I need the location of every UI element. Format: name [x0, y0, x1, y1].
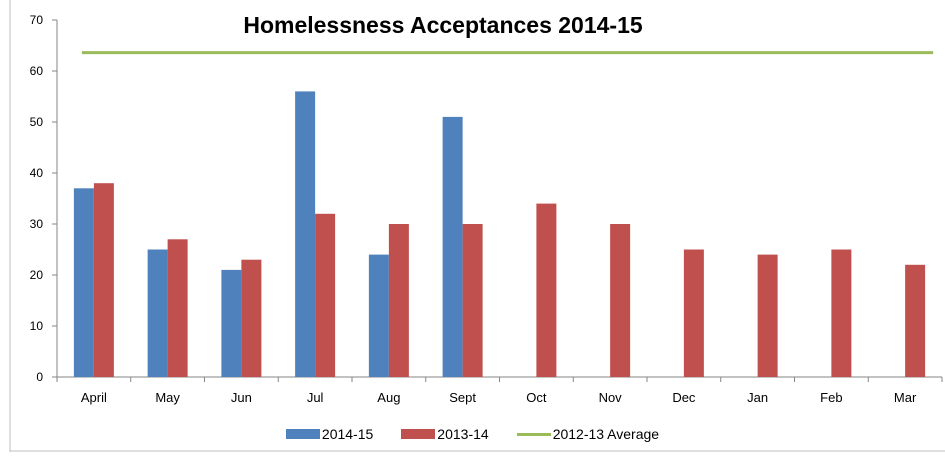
bar-2013-14-Jan	[757, 254, 778, 377]
bar-2013-14-Sept	[462, 224, 483, 377]
legend-item-series-1: 2014-15	[285, 426, 374, 442]
y-tick-label: 70	[30, 13, 44, 27]
bar-2014-15-April	[73, 188, 94, 377]
bar-2014-15-Aug	[368, 254, 389, 377]
x-tick-label: Jun	[231, 390, 252, 405]
legend-item-average: 2012-13 Average	[516, 426, 660, 442]
bar-2014-15-Jul	[295, 91, 316, 378]
legend-swatch-series-2	[401, 429, 436, 439]
x-tick-label: Jan	[747, 390, 768, 405]
chart-legend: 2014-15 2013-14 2012-13 Average	[0, 426, 945, 442]
x-tick-label: Nov	[599, 390, 623, 405]
x-tick-label: April	[81, 390, 107, 405]
legend-swatch-average	[516, 432, 551, 436]
legend-label-series-1: 2014-15	[321, 426, 374, 442]
y-tick-label: 50	[30, 115, 44, 129]
bar-2013-14-Jun	[241, 259, 262, 377]
x-tick-label: Sept	[449, 390, 476, 405]
legend-label-average: 2012-13 Average	[552, 426, 660, 442]
x-tick-label: Oct	[526, 390, 547, 405]
bar-2014-15-Sept	[442, 116, 463, 378]
y-tick-label: 0	[36, 370, 43, 384]
bar-2013-14-May	[167, 239, 188, 377]
y-tick-label: 60	[30, 64, 44, 78]
y-tick-label: 20	[30, 268, 44, 282]
x-tick-label: Aug	[377, 390, 400, 405]
bar-2013-14-Aug	[388, 224, 409, 377]
x-tick-label: May	[155, 390, 180, 405]
bar-2014-15-May	[147, 249, 168, 377]
x-tick-label: Jul	[307, 390, 324, 405]
legend-label-series-2: 2013-14	[437, 426, 489, 442]
bar-2013-14-Mar	[905, 264, 926, 377]
y-tick-label: 30	[30, 217, 44, 231]
x-tick-label: Mar	[894, 390, 917, 405]
bar-2013-14-Dec	[683, 249, 704, 377]
x-tick-label: Feb	[820, 390, 842, 405]
y-tick-label: 40	[30, 166, 44, 180]
legend-swatch-series-1	[285, 429, 320, 439]
bar-2013-14-Oct	[536, 203, 557, 377]
bar-2013-14-Jul	[315, 213, 336, 377]
bar-2013-14-Nov	[610, 224, 631, 377]
bar-2013-14-April	[93, 183, 114, 377]
x-tick-label: Dec	[672, 390, 696, 405]
legend-item-series-2: 2013-14	[401, 426, 489, 442]
bar-2014-15-Jun	[221, 269, 242, 377]
y-tick-label: 10	[30, 319, 44, 333]
bar-2013-14-Feb	[831, 249, 852, 377]
chart-title: Homelessness Acceptances 2014-15	[243, 12, 643, 38]
